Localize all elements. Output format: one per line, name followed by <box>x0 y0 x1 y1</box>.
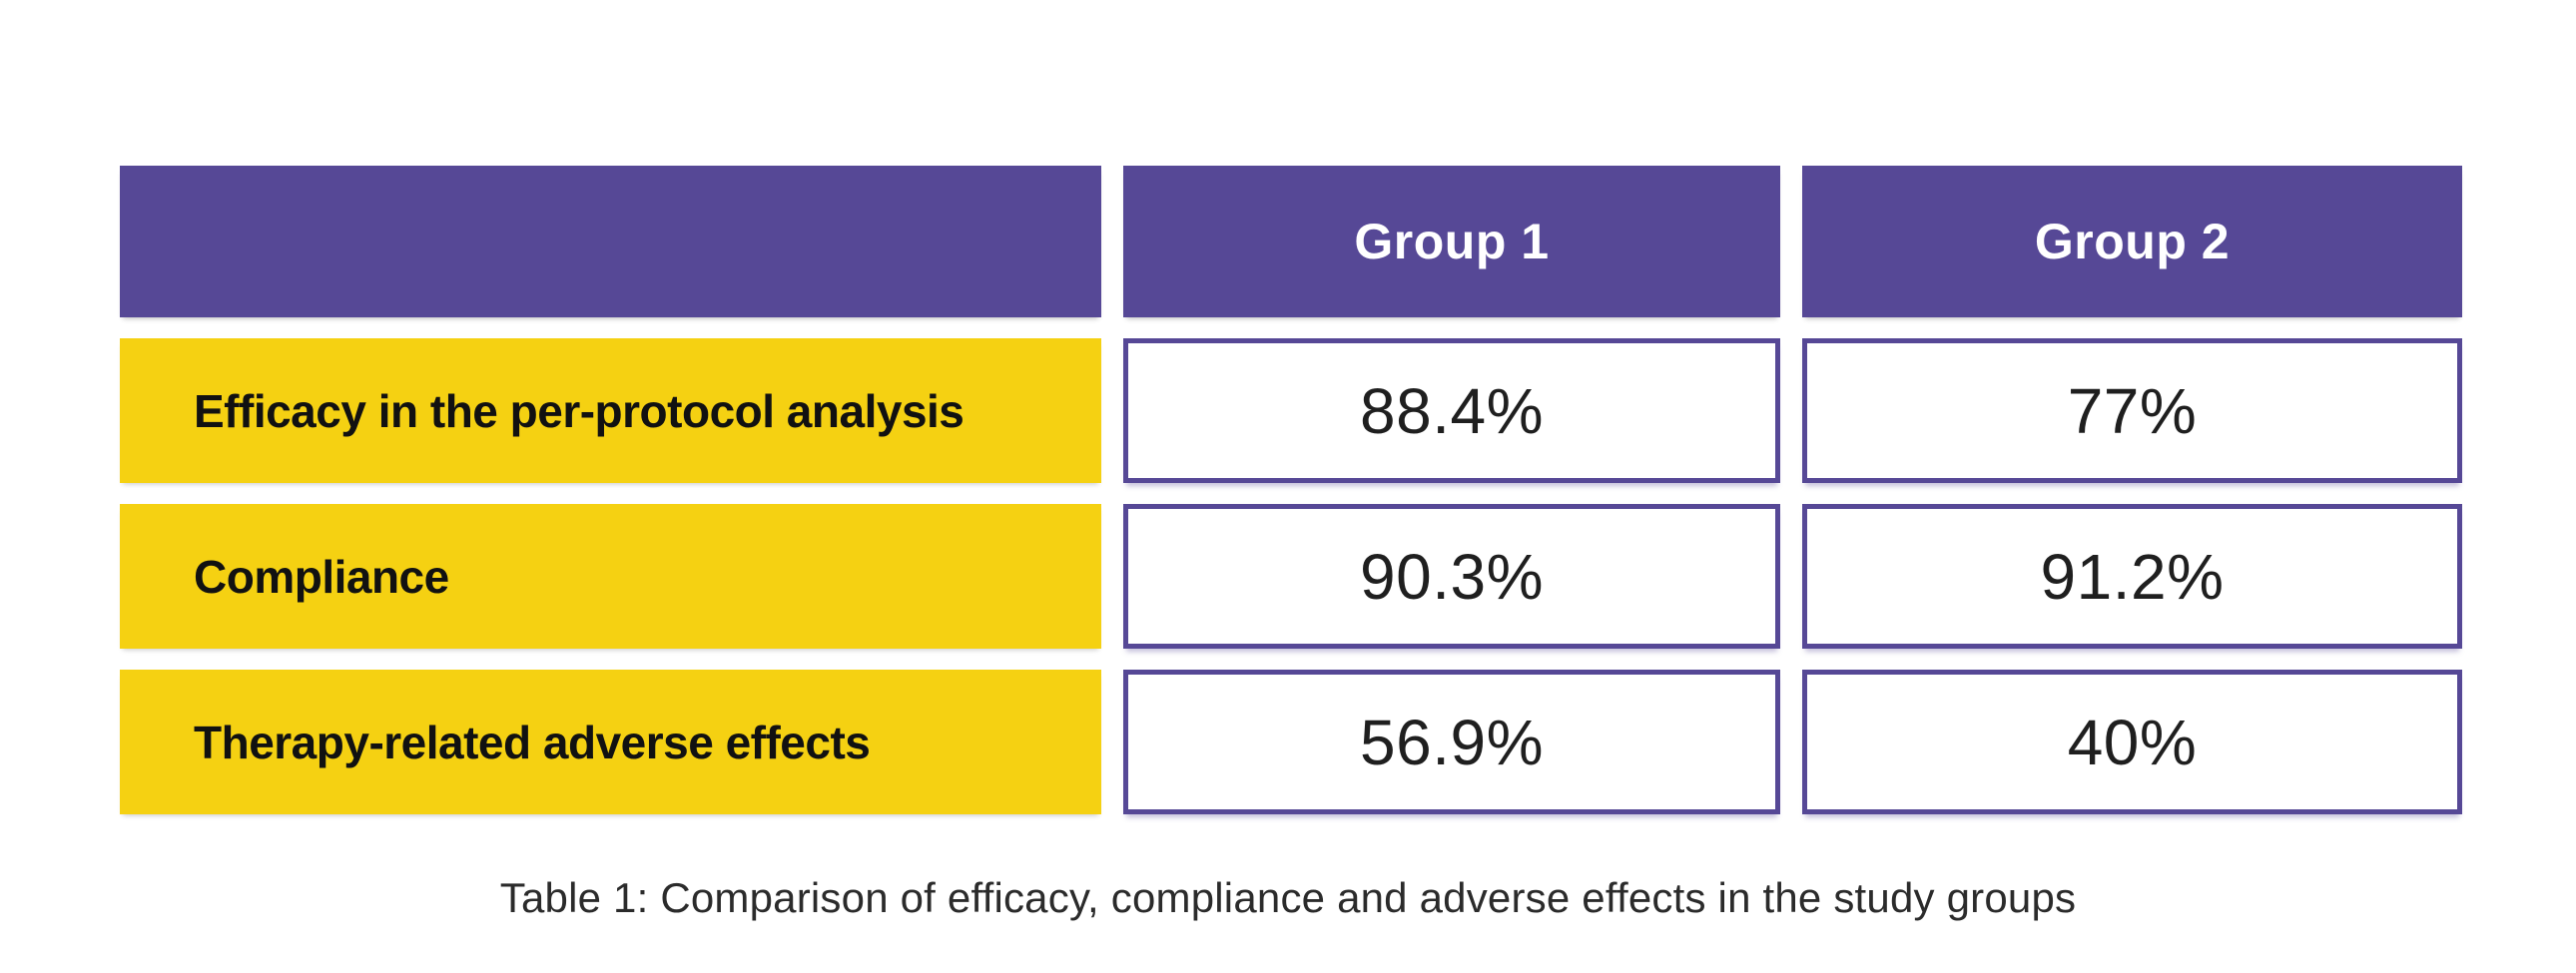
value-text: 77% <box>2067 374 2198 447</box>
header-group1-label: Group 1 <box>1354 214 1550 269</box>
value-text: 40% <box>2067 706 2198 778</box>
value-cell-compliance-group1: 90.3% <box>1123 504 1780 649</box>
value-text: 90.3% <box>1360 540 1544 613</box>
header-cell-group1: Group 1 <box>1123 166 1780 317</box>
header-cell-group2: Group 2 <box>1802 166 2462 317</box>
row-label-text: Efficacy in the per-protocol analysis <box>194 384 965 437</box>
header-group2-label: Group 2 <box>2034 214 2231 269</box>
value-cell-adverse-group2: 40% <box>1802 670 2462 814</box>
row-label-text: Therapy-related adverse effects <box>194 716 871 768</box>
row-label-compliance: Compliance <box>120 504 1101 649</box>
value-cell-compliance-group2: 91.2% <box>1802 504 2462 649</box>
header-corner-cell <box>120 166 1101 317</box>
row-label-text: Compliance <box>194 550 449 603</box>
row-label-adverse-effects: Therapy-related adverse effects <box>120 670 1101 814</box>
table-caption: Table 1: Comparison of efficacy, complia… <box>499 874 2077 921</box>
value-cell-efficacy-group1: 88.4% <box>1123 338 1780 483</box>
value-cell-efficacy-group2: 77% <box>1802 338 2462 483</box>
row-label-efficacy: Efficacy in the per-protocol analysis <box>120 338 1101 483</box>
value-text: 91.2% <box>2040 540 2225 613</box>
comparison-table: Group 1 Group 2 Efficacy in the per-prot… <box>120 166 2462 814</box>
value-text: 88.4% <box>1360 374 1544 447</box>
value-text: 56.9% <box>1360 706 1544 778</box>
value-cell-adverse-group1: 56.9% <box>1123 670 1780 814</box>
